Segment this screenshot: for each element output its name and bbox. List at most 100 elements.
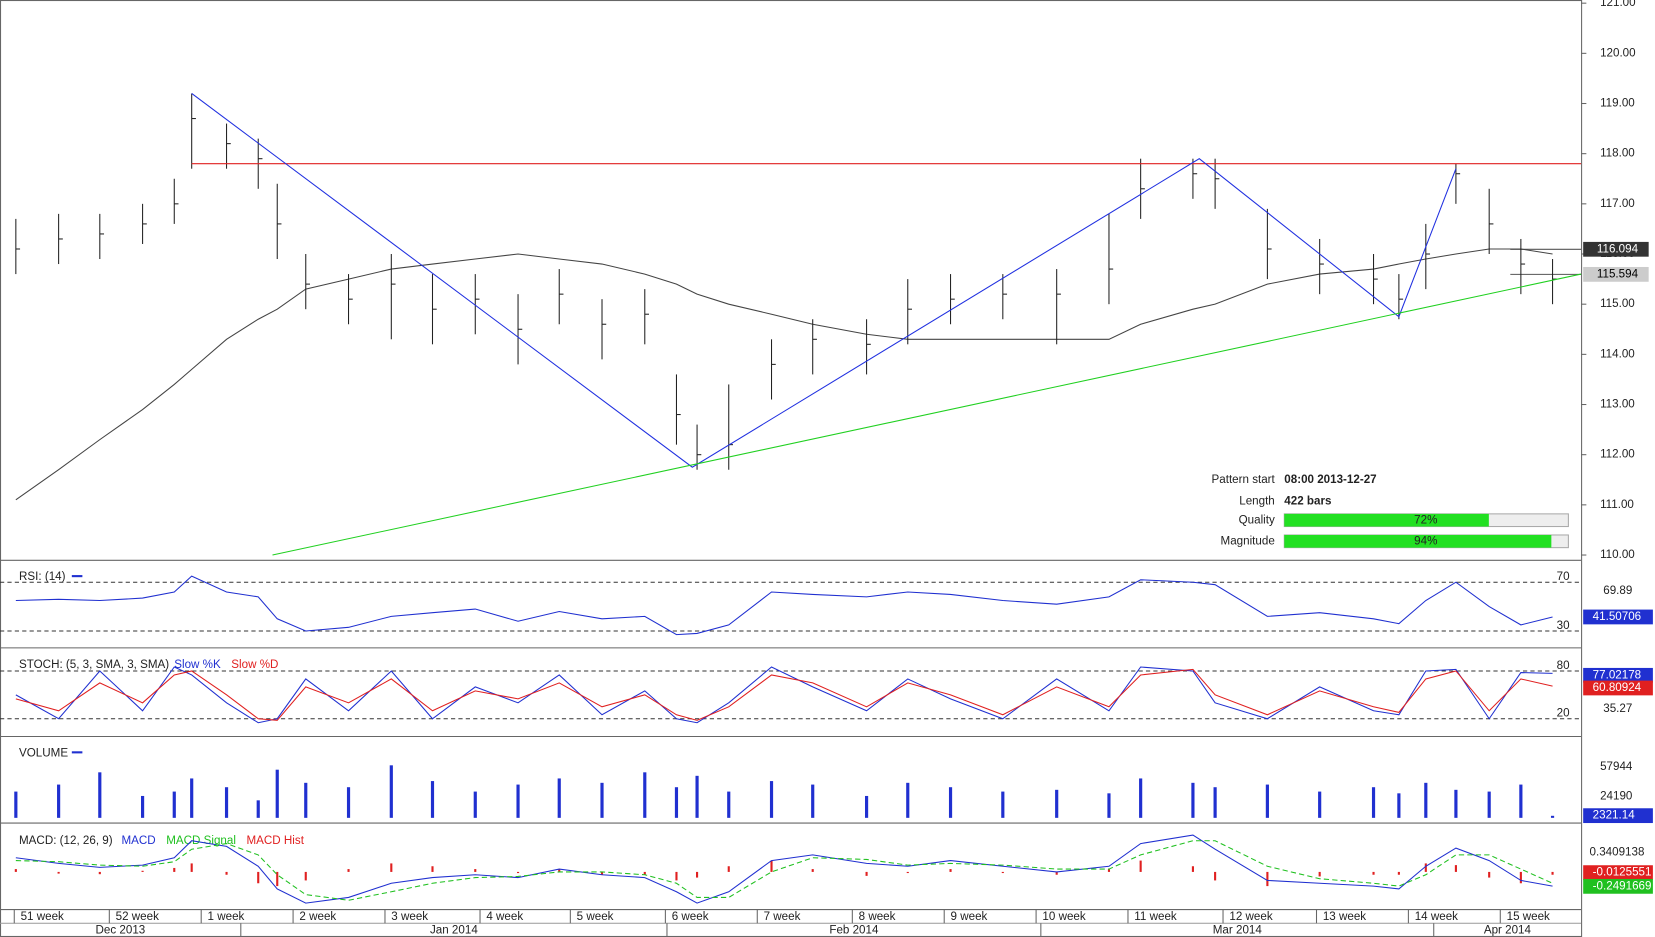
- y-tick-label: 80: [1557, 659, 1570, 672]
- last-label: -0.0125551: [1593, 866, 1652, 879]
- hist-bar: [643, 871, 646, 875]
- x-tick-label: 9 week: [951, 910, 988, 923]
- hist-bar: [1139, 860, 1142, 872]
- last-label: 60.80924: [1593, 681, 1642, 694]
- x-tick-label: 12 week: [1229, 910, 1272, 923]
- moving-average: [15, 248, 1553, 501]
- y-tick-label: 119.00: [1600, 97, 1635, 110]
- x-tick-label: 7 week: [764, 910, 801, 923]
- x-tick-label: 52 week: [116, 910, 159, 923]
- panel-title: VOLUME: [19, 746, 68, 759]
- y-tick-label: 113.00: [1600, 398, 1635, 411]
- hist-bar: [865, 871, 868, 876]
- volume-bar: [1371, 787, 1376, 818]
- macd-line: [15, 834, 1553, 904]
- hist-bar: [257, 871, 260, 884]
- hist-bar: [347, 869, 350, 872]
- month-label: Mar 2014: [1213, 924, 1263, 937]
- y-tick-label: 20: [1557, 707, 1570, 720]
- y-tick-label: 118.00: [1600, 147, 1635, 160]
- pattern-value: 08:00 2013-12-27: [1284, 473, 1376, 486]
- volume-bar: [1265, 784, 1269, 818]
- hist-bar: [304, 871, 307, 881]
- volume-bar: [1001, 791, 1005, 818]
- volume-bar: [140, 795, 145, 818]
- volume-bar: [346, 787, 351, 818]
- y-tick-label: 114.00: [1600, 347, 1635, 360]
- volume-bar: [906, 782, 910, 818]
- hist-bar: [141, 870, 144, 872]
- volume-bar: [1213, 787, 1217, 818]
- y-tick-label: 24190: [1600, 790, 1632, 803]
- hist-bar: [1519, 871, 1522, 884]
- volume-bar: [1487, 791, 1491, 818]
- side-label: 69.89: [1603, 584, 1632, 597]
- legend-label: MACD Hist: [247, 834, 305, 847]
- legend-label: Slow %D: [231, 658, 278, 671]
- volume-bar: [1107, 793, 1111, 818]
- hist-bar: [390, 863, 393, 872]
- panel-title: STOCH: (5, 3, SMA, 3, SMA): [19, 658, 169, 671]
- y-tick-label: 110.00: [1600, 548, 1635, 561]
- meter-text: 72%: [1414, 513, 1437, 526]
- volume-bar: [948, 787, 953, 818]
- x-tick-label: 6 week: [672, 910, 709, 923]
- hist-bar: [190, 863, 193, 872]
- hist-bar: [516, 871, 520, 874]
- hist-bar: [949, 869, 952, 872]
- hist-bar: [696, 871, 699, 878]
- y-tick-label: 112.00: [1600, 448, 1635, 461]
- stoch-line: [15, 666, 1553, 724]
- volume-bar: [1191, 782, 1195, 818]
- volume-bar: [557, 778, 561, 818]
- volume-bar: [1550, 815, 1555, 818]
- last-label: 2321.14: [1593, 809, 1636, 822]
- hist-bar: [57, 871, 60, 874]
- volume-bar: [14, 791, 18, 818]
- volume-bar: [1454, 789, 1458, 818]
- hist-bar: [906, 871, 909, 874]
- volume-bar: [473, 791, 477, 818]
- volume-bar: [864, 795, 869, 818]
- hist-bar: [675, 871, 678, 881]
- y-tick-label: 117.00: [1600, 197, 1635, 210]
- legend-label: MACD: [121, 834, 155, 847]
- last-label: 77.02178: [1593, 668, 1641, 681]
- last-box: [1583, 865, 1653, 881]
- y-tick-label: 120.00: [1600, 46, 1636, 59]
- volume-bar: [98, 772, 102, 818]
- hist-bar: [1424, 863, 1427, 872]
- y-tick-label: 111.00: [1600, 498, 1634, 511]
- x-tick-label: 15 week: [1507, 910, 1550, 923]
- hist-bar: [98, 871, 101, 875]
- volume-bar: [674, 787, 679, 818]
- last-label: 41.50706: [1593, 610, 1641, 623]
- last-label: -0.2491669: [1593, 879, 1652, 892]
- y-tick-label: 30: [1557, 619, 1570, 632]
- price-label: 115.594: [1597, 267, 1639, 280]
- x-tick-label: 14 week: [1415, 910, 1458, 923]
- price-box: [1583, 241, 1649, 257]
- x-tick-label: 51 week: [21, 910, 64, 923]
- month-label: Dec 2013: [96, 924, 146, 937]
- month-label: Jan 2014: [430, 924, 478, 937]
- meter-fill: [1284, 534, 1552, 548]
- hist-bar: [1551, 871, 1554, 875]
- x-tick-label: 8 week: [859, 910, 896, 923]
- x-tick-label: 13 week: [1323, 910, 1366, 923]
- x-tick-label: 5 week: [577, 910, 614, 923]
- volume-bar: [600, 782, 604, 818]
- price-box: [1583, 266, 1649, 282]
- volume-bar: [172, 791, 176, 818]
- signal-line: [15, 840, 1553, 901]
- volume-bar: [643, 772, 647, 818]
- x-tick-label: 10 week: [1042, 910, 1085, 923]
- x-tick-label: 11 week: [1134, 910, 1177, 923]
- hist-bar: [14, 869, 17, 872]
- y-tick-label: 115.00: [1600, 297, 1635, 310]
- hist-bar: [173, 867, 176, 872]
- volume-bar: [190, 778, 194, 818]
- hist-bar: [1191, 866, 1194, 872]
- volume-bar: [430, 781, 435, 818]
- hist-bar: [474, 869, 477, 872]
